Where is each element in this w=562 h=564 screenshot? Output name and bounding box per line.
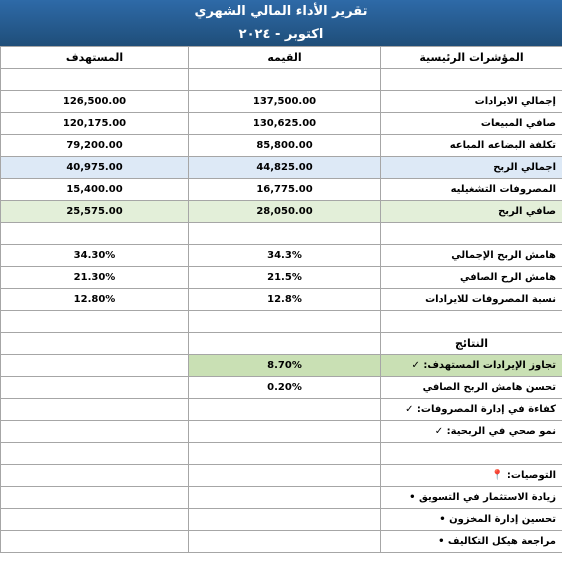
label-cell: هامش الربح الإجمالي: [380, 244, 562, 267]
value-cell: [188, 508, 381, 531]
label-cell: زيادة الاستثمار في التسويق •: [380, 486, 562, 509]
row: مراجعة هيكل التكاليف •: [0, 530, 562, 553]
row: صافي المبيعات 130,625.00 120,175.00: [0, 112, 562, 135]
row: [0, 68, 562, 91]
value-cell: 0.20%: [188, 376, 381, 399]
value-cell: 130,625.00: [188, 112, 381, 135]
title: تقرير الأداء المالي الشهري: [194, 4, 368, 19]
value-cell: 137,500.00: [188, 90, 381, 113]
row: نمو صحي في الربحية: ✓: [0, 420, 562, 443]
row: كفاءة في إدارة المصروفات: ✓: [0, 398, 562, 421]
value-cell: [0, 222, 189, 245]
value-cell: 28,050.00: [188, 200, 381, 223]
row: إجمالي الايرادات 137,500.00 126,500.00: [0, 90, 562, 113]
label-cell: صافي الربح: [380, 200, 562, 223]
report-header: تقرير الأداء المالي الشهري اكتوبر - ٢٠٢٤: [0, 0, 562, 46]
value-cell: 12.80%: [0, 288, 189, 311]
value-cell: 126,500.00: [0, 90, 189, 113]
value-cell: [188, 222, 381, 245]
label-cell: [380, 310, 562, 333]
report-table: المؤشرات الرئيسية القيمه المستهدف إجمالي ال…: [0, 46, 562, 553]
row: تكلفة البضاعه المباعه 85,800.00 79,200.00: [0, 134, 562, 157]
label-cell: نسبة المصروفات للايرادات: [380, 288, 562, 311]
value-cell: 15,400.00: [0, 178, 189, 201]
row: [0, 310, 562, 333]
label-cell: [380, 222, 562, 245]
label-cell: التوصيات: 📍: [380, 464, 562, 487]
label-cell: إجمالي الايرادات: [380, 90, 562, 113]
value-cell: 21.30%: [0, 266, 189, 289]
value-cell: 12.8%: [188, 288, 381, 311]
value-cell: 40,975.00: [0, 156, 189, 179]
row: تحسن هامش الربح الصافي 0.20%: [0, 376, 562, 399]
value-cell: [188, 442, 381, 465]
value-cell: [188, 464, 381, 487]
label-cell: اجمالي الربح: [380, 156, 562, 179]
value-cell: [0, 354, 189, 377]
label-cell: تجاوز الإيرادات المستهدف: ✓: [380, 354, 562, 377]
label-cell: [380, 68, 562, 91]
value-cell: 79,200.00: [0, 134, 189, 157]
value-cell: [0, 464, 189, 487]
value-cell: [0, 442, 189, 465]
value-cell: [188, 332, 381, 355]
label-cell: تحسين إدارة المخزون •: [380, 508, 562, 531]
row: [0, 442, 562, 465]
label-cell: نمو صحي في الربحية: ✓: [380, 420, 562, 443]
row: هامش الربح الإجمالي 34.3% 34.30%: [0, 244, 562, 267]
label-cell: تكلفة البضاعه المباعه: [380, 134, 562, 157]
value-cell: 85,800.00: [188, 134, 381, 157]
value-cell: [188, 530, 381, 553]
value-cell: 34.3%: [188, 244, 381, 267]
value-cell: [188, 310, 381, 333]
value-cell: 16,775.00: [188, 178, 381, 201]
value-cell: [188, 68, 381, 91]
row: نسبة المصروفات للايرادات 12.8% 12.80%: [0, 288, 562, 311]
label-cell: مراجعة هيكل التكاليف •: [380, 530, 562, 553]
value-cell: 34.30%: [0, 244, 189, 267]
value-cell: 21.5%: [188, 266, 381, 289]
row: [0, 222, 562, 245]
value-cell: [0, 398, 189, 421]
label-cell: [380, 442, 562, 465]
row: المصروفات التشغيليه 16,775.00 15,400.00: [0, 178, 562, 201]
label-cell: هامش الرح الصافي: [380, 266, 562, 289]
value-cell: القيمه: [188, 46, 381, 69]
value-cell: 25,575.00: [0, 200, 189, 223]
row: النتائج: [0, 332, 562, 355]
label-cell: المؤشرات الرئيسية: [380, 46, 562, 69]
value-cell: [188, 486, 381, 509]
value-cell: [0, 420, 189, 443]
value-cell: [0, 68, 189, 91]
value-cell: [188, 420, 381, 443]
subtitle: اكتوبر - ٢٠٢٤: [238, 27, 324, 42]
value-cell: [0, 376, 189, 399]
label-cell: صافي المبيعات: [380, 112, 562, 135]
row: تجاوز الإيرادات المستهدف: ✓ 8.70%: [0, 354, 562, 377]
row: هامش الرح الصافي 21.5% 21.30%: [0, 266, 562, 289]
value-cell: 8.70%: [188, 354, 381, 377]
row: التوصيات: 📍: [0, 464, 562, 487]
value-cell: [0, 332, 189, 355]
value-cell: [0, 310, 189, 333]
value-cell: 120,175.00: [0, 112, 189, 135]
row: اجمالي الربح 44,825.00 40,975.00: [0, 156, 562, 179]
row: تحسين إدارة المخزون •: [0, 508, 562, 531]
value-cell: [0, 508, 189, 531]
value-cell: [0, 530, 189, 553]
label-cell: النتائج: [380, 332, 562, 355]
label-cell: كفاءة في إدارة المصروفات: ✓: [380, 398, 562, 421]
label-cell: المصروفات التشغيليه: [380, 178, 562, 201]
value-cell: 44,825.00: [188, 156, 381, 179]
label-cell: تحسن هامش الربح الصافي: [380, 376, 562, 399]
value-cell: [188, 398, 381, 421]
row: صافي الربح 28,050.00 25,575.00: [0, 200, 562, 223]
row: المؤشرات الرئيسية القيمه المستهدف: [0, 46, 562, 69]
value-cell: المستهدف: [0, 46, 189, 69]
row: زيادة الاستثمار في التسويق •: [0, 486, 562, 509]
value-cell: [0, 486, 189, 509]
